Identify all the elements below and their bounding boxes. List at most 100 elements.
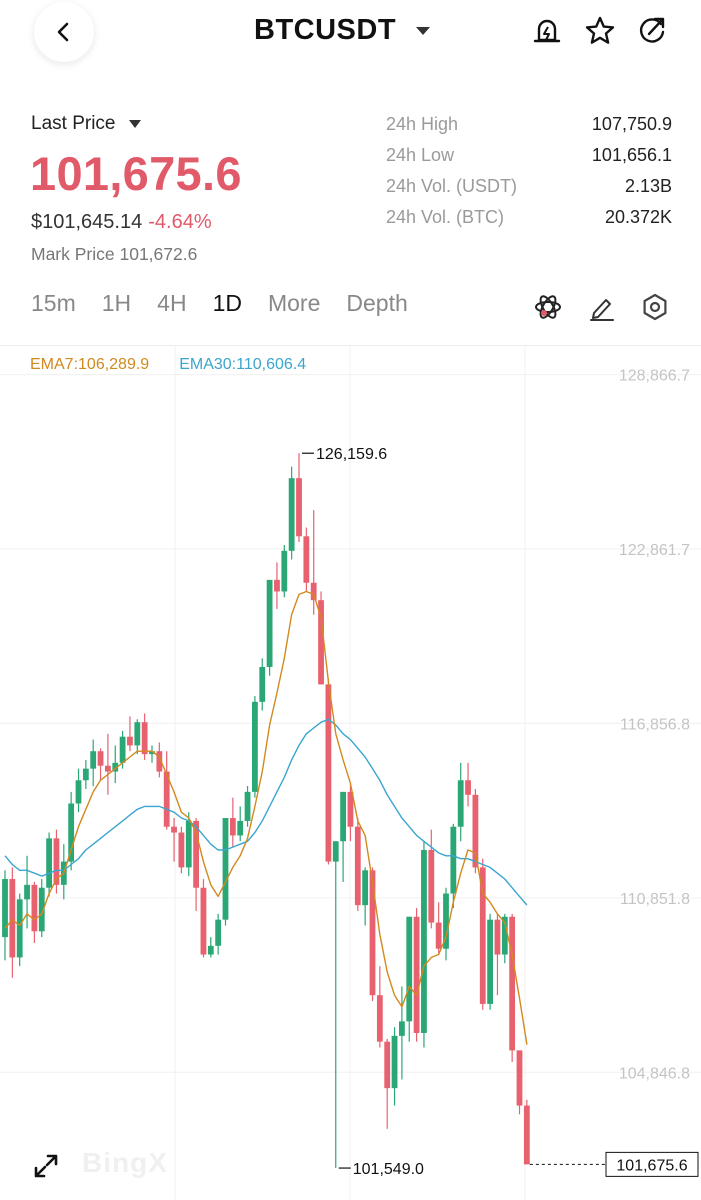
price-alert-button[interactable] bbox=[530, 14, 564, 48]
tab-depth[interactable]: Depth bbox=[346, 290, 408, 316]
brand-watermark: BingX bbox=[82, 1147, 168, 1178]
candle-body bbox=[318, 600, 324, 685]
candle-body bbox=[362, 870, 369, 906]
current-price-box bbox=[605, 1151, 699, 1177]
candle-body bbox=[443, 893, 449, 949]
candle-body bbox=[472, 794, 479, 868]
candle-body bbox=[266, 579, 273, 667]
y-tick-label: 104,846.8 bbox=[619, 1065, 690, 1082]
y-tick-label: 110,851.8 bbox=[620, 891, 690, 908]
tab-1d[interactable]: 1D bbox=[212, 290, 242, 316]
candle-body bbox=[406, 916, 413, 1022]
candle-body bbox=[332, 841, 339, 862]
candle-body bbox=[296, 478, 302, 537]
candle-body bbox=[237, 820, 244, 836]
candle-body bbox=[207, 945, 214, 955]
stat-row: 24h High 107,750.9 bbox=[386, 114, 672, 145]
tab-1h[interactable]: 1H bbox=[101, 290, 132, 316]
high-marker-label: 126,159.6 bbox=[316, 446, 387, 463]
candle-body bbox=[479, 867, 486, 1004]
y-tick-label: 128,866.7 bbox=[619, 368, 690, 385]
symbol-selector[interactable]: BTCUSDT bbox=[254, 14, 431, 47]
y-tick-label: 116,856.8 bbox=[620, 716, 690, 733]
low-marker-label: 101,549.0 bbox=[353, 1161, 424, 1178]
candlestick-chart[interactable]: 128,866.7 122,861.7 116,856.8 110,851.8 104,… bbox=[0, 346, 701, 1200]
chart-settings-button[interactable] bbox=[638, 290, 672, 324]
candle-body bbox=[435, 922, 442, 949]
candle-body bbox=[310, 582, 317, 601]
draw-button[interactable] bbox=[585, 290, 619, 324]
candle-body bbox=[274, 579, 280, 592]
candle-body bbox=[391, 1035, 398, 1089]
fullscreen-button[interactable] bbox=[30, 1150, 62, 1182]
stat-label: 24h Low bbox=[386, 145, 455, 165]
candle-body bbox=[185, 820, 192, 868]
ema30-line bbox=[4, 718, 528, 906]
price-type-label: Last Price bbox=[31, 113, 116, 134]
candle-body bbox=[347, 791, 354, 827]
symbol-title: BTCUSDT bbox=[254, 14, 397, 46]
candle-body bbox=[376, 995, 383, 1042]
share-button[interactable] bbox=[635, 14, 669, 48]
ema7-line bbox=[4, 590, 528, 1045]
price-alert-icon bbox=[533, 19, 561, 43]
stat-value: 20.372K bbox=[604, 207, 672, 227]
tab-more[interactable]: More bbox=[267, 290, 321, 316]
candle-body bbox=[399, 1021, 405, 1036]
star-icon bbox=[585, 16, 615, 44]
indicators-icon bbox=[535, 295, 561, 319]
back-button[interactable] bbox=[34, 2, 94, 62]
current-price-label: 101,675.6 bbox=[616, 1157, 687, 1174]
usd-price-line: $101,645.14 -4.64% bbox=[31, 211, 212, 234]
top-bar: BTCUSDT bbox=[0, 0, 701, 80]
candle-body bbox=[127, 736, 133, 746]
favorite-button[interactable] bbox=[583, 14, 617, 48]
stat-label: 24h Vol. (BTC) bbox=[386, 207, 505, 227]
candle-body bbox=[68, 803, 75, 862]
candle-body bbox=[259, 666, 266, 702]
back-icon bbox=[57, 22, 69, 42]
candle-body bbox=[31, 884, 38, 932]
candle-body bbox=[141, 722, 148, 755]
candle-body bbox=[252, 701, 258, 792]
candle-body bbox=[421, 849, 427, 1033]
candle-body bbox=[46, 838, 52, 888]
candle-body bbox=[325, 684, 332, 862]
price-change: -4.64% bbox=[148, 211, 212, 233]
last-price: 101,675.6 bbox=[30, 147, 242, 200]
candle-body bbox=[24, 884, 30, 900]
candle-body bbox=[288, 478, 295, 551]
candle-body bbox=[487, 919, 493, 1004]
interval-tabs: 15m 1H 4H 1D More Depth bbox=[31, 290, 434, 317]
candle-body bbox=[105, 765, 111, 772]
mark-price: Mark Price 101,672.6 bbox=[31, 244, 198, 264]
stat-value: 2.13B bbox=[624, 176, 672, 196]
tab-4h[interactable]: 4H bbox=[157, 290, 187, 316]
stat-label: 24h High bbox=[386, 114, 459, 134]
candle-body bbox=[244, 791, 251, 821]
candle-body bbox=[222, 818, 229, 920]
candle-body bbox=[38, 887, 45, 932]
candle-body bbox=[354, 826, 361, 906]
candle-body bbox=[516, 1050, 523, 1106]
candle-body bbox=[178, 832, 185, 868]
indicators-button[interactable] bbox=[531, 290, 565, 324]
divider bbox=[0, 345, 701, 346]
price-type-selector[interactable]: Last Price bbox=[31, 113, 142, 135]
candle-body bbox=[450, 826, 457, 894]
settings-icon bbox=[643, 293, 667, 321]
candle-body bbox=[82, 768, 89, 781]
candle-body bbox=[156, 751, 163, 772]
candle-body bbox=[340, 791, 346, 842]
candle-body bbox=[384, 1041, 391, 1089]
candle-body bbox=[303, 536, 310, 583]
expand-icon bbox=[34, 1154, 58, 1178]
stat-value: 101,656.1 bbox=[591, 145, 672, 165]
pencil-icon bbox=[590, 299, 614, 321]
candle-body bbox=[112, 762, 119, 772]
stat-value: 107,750.9 bbox=[591, 114, 672, 134]
candle-body bbox=[119, 736, 126, 763]
candle-body bbox=[16, 899, 23, 958]
tab-15m[interactable]: 15m bbox=[31, 290, 76, 316]
y-tick-label: 122,861.7 bbox=[619, 542, 690, 559]
